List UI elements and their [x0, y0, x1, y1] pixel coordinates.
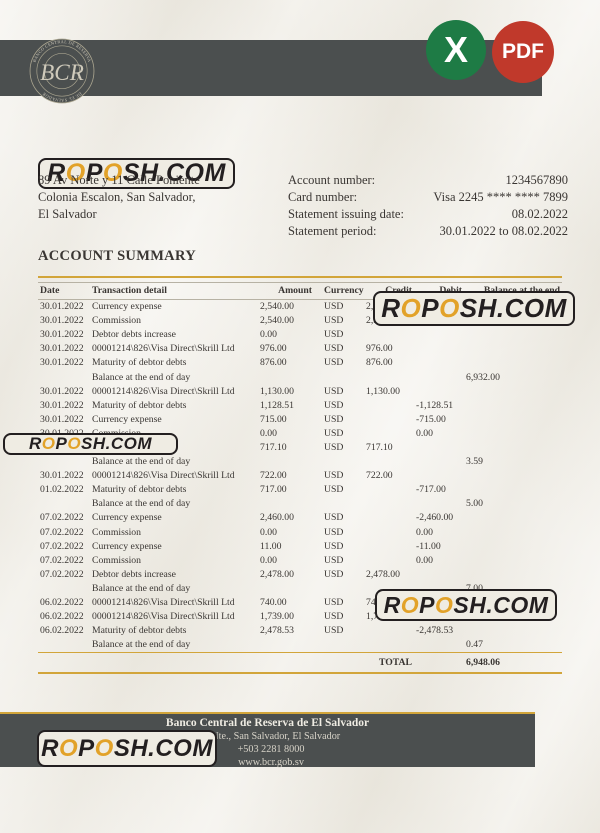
svg-text:BCR: BCR: [40, 60, 84, 86]
